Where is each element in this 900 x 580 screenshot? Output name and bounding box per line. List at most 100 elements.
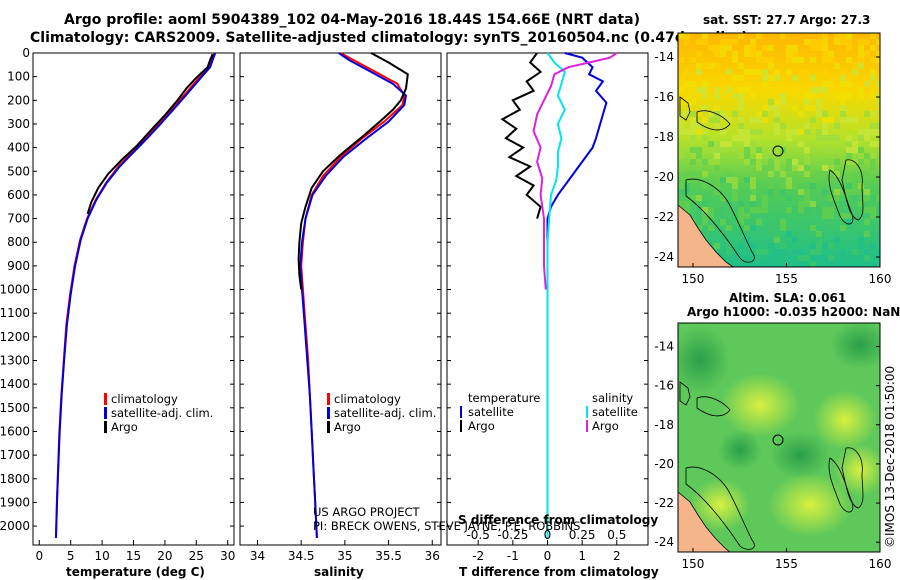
- sla-map-title-1: Altim. SLA: 0.061: [729, 291, 846, 305]
- sst-pixel: [684, 33, 690, 39]
- map-x-tick-label: 150: [682, 557, 705, 571]
- sst-pixel: [792, 165, 798, 171]
- sst-pixel: [762, 45, 768, 51]
- sla-low-blob: [830, 323, 880, 369]
- sst-pixel: [846, 33, 852, 39]
- sst-pixel: [828, 117, 834, 123]
- sst-pixel: [804, 123, 810, 129]
- sst-pixel: [750, 39, 756, 45]
- sst-pixel: [798, 69, 804, 75]
- sst-pixel: [696, 213, 702, 219]
- sst-pixel: [810, 255, 816, 261]
- y-tick-label: 1400: [0, 377, 30, 391]
- legend-title-temperature: temperature: [468, 391, 540, 405]
- sst-pixel: [786, 231, 792, 237]
- sst-pixel: [786, 225, 792, 231]
- sst-pixel: [786, 129, 792, 135]
- sst-pixel: [768, 225, 774, 231]
- sst-pixel: [708, 207, 714, 213]
- sst-pixel: [840, 99, 846, 105]
- sst-pixel: [696, 87, 702, 93]
- sst-pixel: [774, 249, 780, 255]
- sst-pixel: [738, 213, 744, 219]
- sst-pixel: [744, 135, 750, 141]
- sst-pixel: [804, 93, 810, 99]
- sst-pixel: [738, 129, 744, 135]
- sst-pixel: [756, 207, 762, 213]
- sst-pixel: [792, 249, 798, 255]
- sst-pixel: [726, 69, 732, 75]
- sst-pixel: [858, 159, 864, 165]
- sst-pixel: [690, 111, 696, 117]
- x-tick-label: 20: [157, 549, 172, 563]
- sst-pixel: [810, 45, 816, 51]
- sst-pixel: [870, 153, 876, 159]
- sst-pixel: [702, 201, 708, 207]
- sst-pixel: [774, 117, 780, 123]
- sst-pixel: [696, 69, 702, 75]
- sst-pixel: [756, 57, 762, 63]
- sst-pixel: [774, 159, 780, 165]
- sst-pixel: [714, 63, 720, 69]
- sst-pixel: [786, 177, 792, 183]
- sst-pixel: [816, 171, 822, 177]
- sst-pixel: [828, 243, 834, 249]
- sst-pixel: [792, 105, 798, 111]
- sst-pixel: [858, 243, 864, 249]
- sst-pixel: [858, 201, 864, 207]
- legend-swatch-climatology: [104, 393, 107, 405]
- sst-pixel: [702, 213, 708, 219]
- sst-pixel: [714, 183, 720, 189]
- sst-pixel: [822, 111, 828, 117]
- sst-pixel: [756, 147, 762, 153]
- sst-pixel: [714, 153, 720, 159]
- difference-series-group: [500, 52, 618, 538]
- sst-pixel: [744, 129, 750, 135]
- sst-pixel: [864, 39, 870, 45]
- sst-pixel: [876, 51, 880, 57]
- sst-pixel: [810, 87, 816, 93]
- sst-pixel: [684, 207, 690, 213]
- sst-pixel: [678, 189, 684, 195]
- sst-pixel: [870, 195, 876, 201]
- map-x-tick-label: 160: [869, 557, 892, 571]
- sst-pixel: [762, 207, 768, 213]
- sst-pixel: [804, 171, 810, 177]
- sst-pixel: [810, 249, 816, 255]
- sst-pixel: [810, 117, 816, 123]
- sst-pixel: [846, 81, 852, 87]
- sst-pixel: [816, 39, 822, 45]
- sla-high-blob: [834, 444, 880, 496]
- sst-pixel: [822, 39, 828, 45]
- x-tick-label: 0: [544, 549, 552, 563]
- sst-pixel: [798, 189, 804, 195]
- sst-pixel: [780, 171, 786, 177]
- sst-pixel: [798, 57, 804, 63]
- sst-pixel: [714, 165, 720, 171]
- series-satellite-adj-clim-: [55, 52, 217, 538]
- sst-pixel: [678, 153, 684, 159]
- salinity-axis-ticks: 34 34.5 35 35.5 36: [240, 52, 441, 563]
- x-tick-label: -2: [472, 549, 484, 563]
- sst-pixel: [840, 117, 846, 123]
- sst-pixel: [846, 153, 852, 159]
- sst-pixel: [750, 93, 756, 99]
- sst-pixel: [708, 213, 714, 219]
- sst-pixel: [768, 99, 774, 105]
- sst-pixel: [702, 87, 708, 93]
- sst-pixel: [756, 117, 762, 123]
- salinity-legend: climatology satellite-adj. clim. Argo: [327, 392, 436, 434]
- sst-pixel: [828, 51, 834, 57]
- sst-pixel: [828, 207, 834, 213]
- sst-pixel: [762, 153, 768, 159]
- sst-pixel: [816, 255, 822, 261]
- sst-pixel: [840, 249, 846, 255]
- sst-pixel: [846, 135, 852, 141]
- sst-pixel: [750, 189, 756, 195]
- sst-pixel: [702, 117, 708, 123]
- sst-pixel: [744, 237, 750, 243]
- australia-coast: [678, 491, 731, 552]
- sst-pixel: [804, 189, 810, 195]
- sst-pixel: [732, 147, 738, 153]
- sst-pixel: [708, 159, 714, 165]
